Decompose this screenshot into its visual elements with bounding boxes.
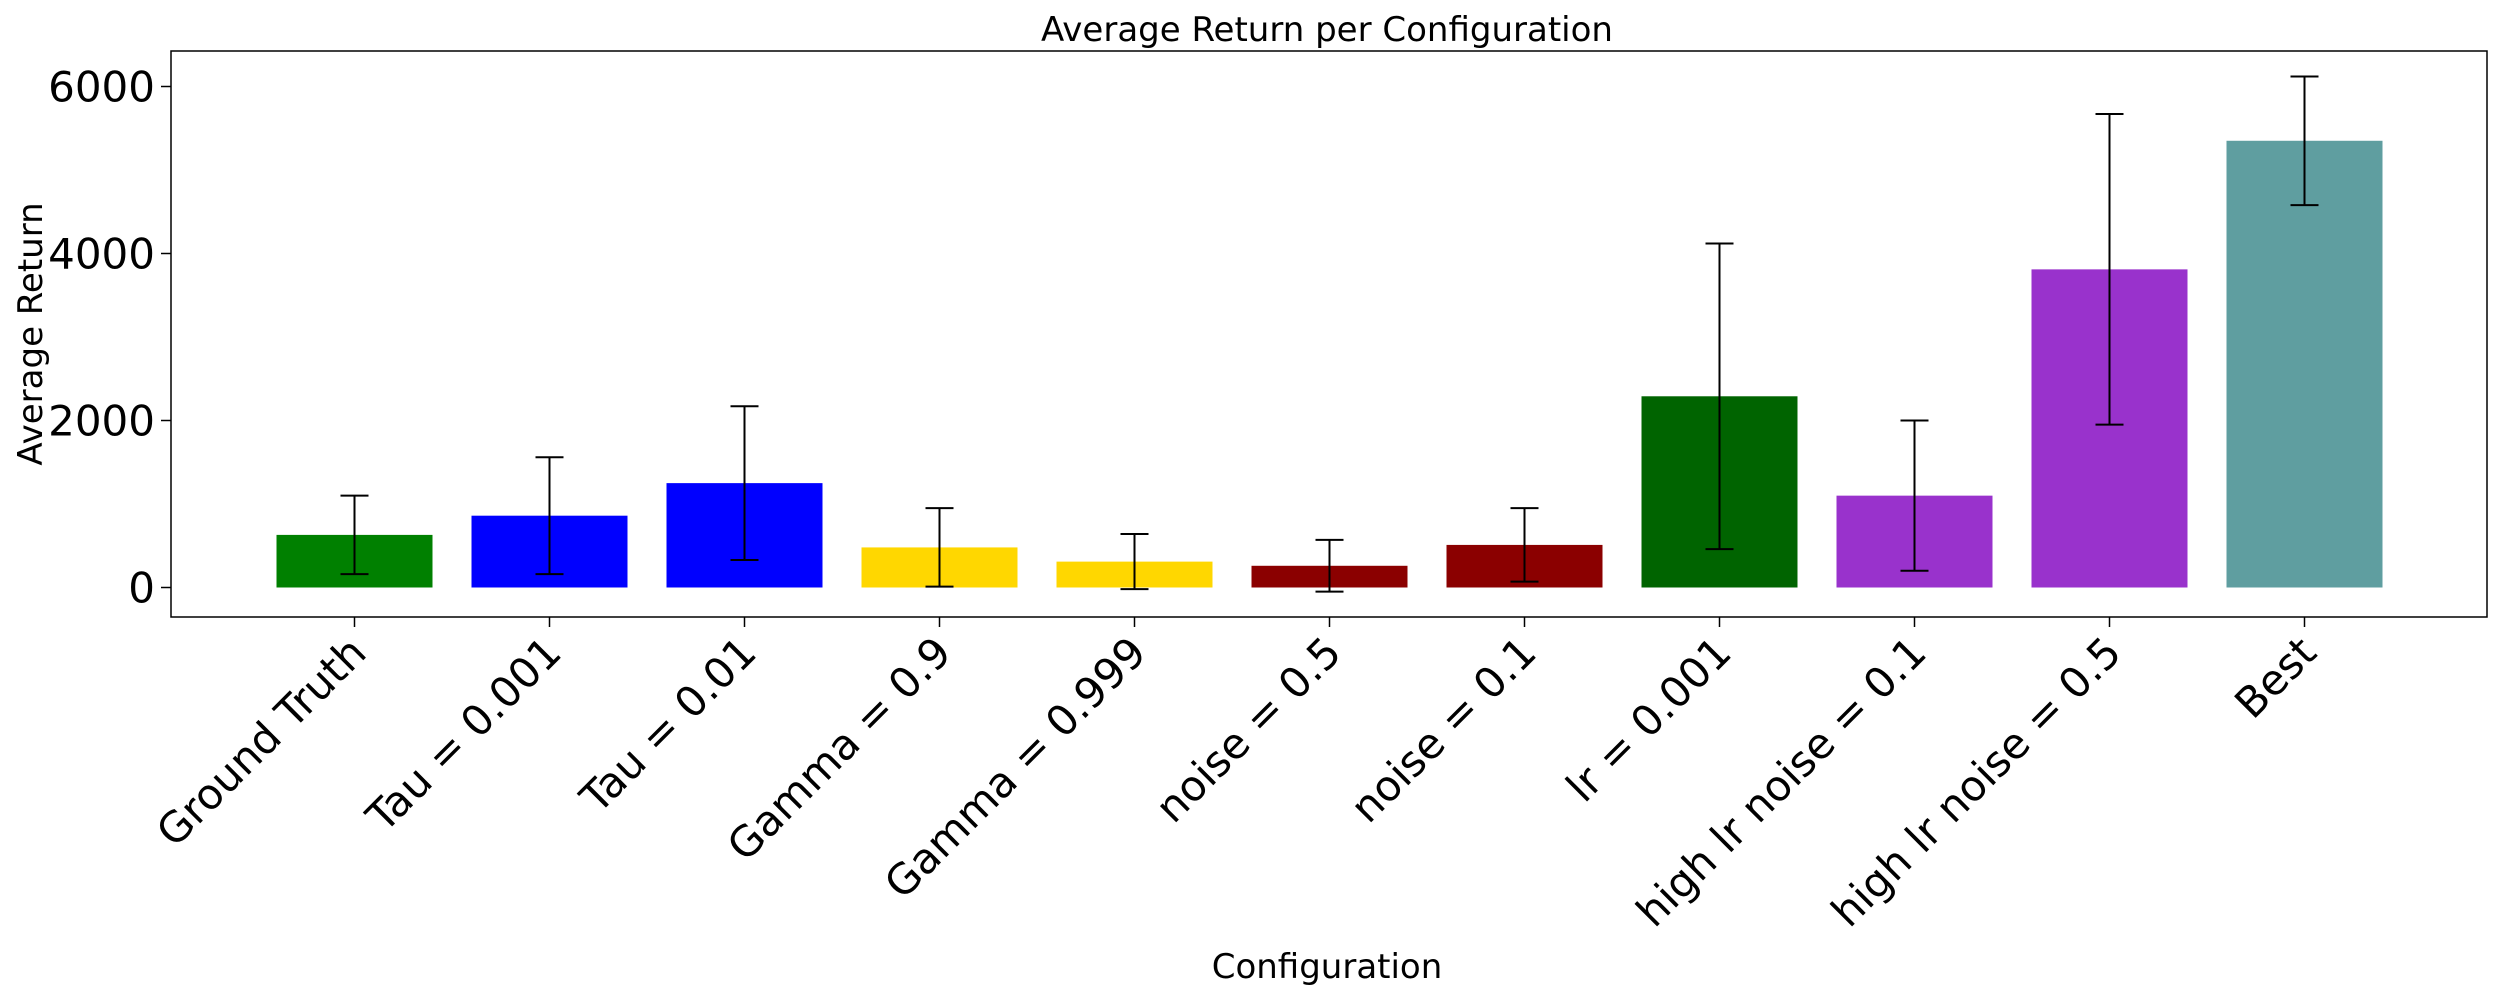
- bars-group: [276, 140, 2383, 588]
- error-bars-group: [340, 75, 2319, 593]
- bar-10: [2226, 140, 2383, 588]
- error-bar-5: [1315, 538, 1344, 593]
- error-bar-7: [1705, 242, 1734, 551]
- x-tick-label-0: Ground Truth: [147, 627, 376, 856]
- x-tick-label-5: noise = 0.5: [1146, 627, 1351, 832]
- error-bar-3: [925, 507, 954, 588]
- error-bar-0: [340, 494, 369, 576]
- x-tick-label-10: Best: [2225, 627, 2325, 727]
- y-axis: 0 2000 4000 6000: [48, 63, 171, 613]
- error-bar-9: [2095, 113, 2124, 426]
- x-tick-label-1: Tau = 0.001: [356, 627, 570, 841]
- error-bar-1: [535, 456, 564, 576]
- error-bar-10: [2290, 75, 2319, 207]
- y-axis-label: Average Return: [11, 202, 51, 465]
- y-tick-label-2: 4000: [48, 230, 155, 279]
- y-tick-label-0: 0: [128, 564, 155, 613]
- error-bar-8: [1900, 419, 1929, 572]
- chart-title: Average Return per Configuration: [1041, 10, 1613, 50]
- error-bar-4: [1120, 533, 1149, 591]
- x-tick-label-7: lr = 0.001: [1557, 627, 1741, 811]
- x-tick-label-6: noise = 0.1: [1341, 627, 1546, 832]
- x-axis-label: Configuration: [1212, 947, 1443, 987]
- y-tick-label-1: 2000: [48, 397, 155, 446]
- error-bar-2: [730, 405, 759, 561]
- x-tick-label-2: Tau = 0.01: [570, 627, 765, 822]
- y-tick-label-3: 6000: [48, 63, 155, 112]
- error-bar-6: [1510, 507, 1539, 583]
